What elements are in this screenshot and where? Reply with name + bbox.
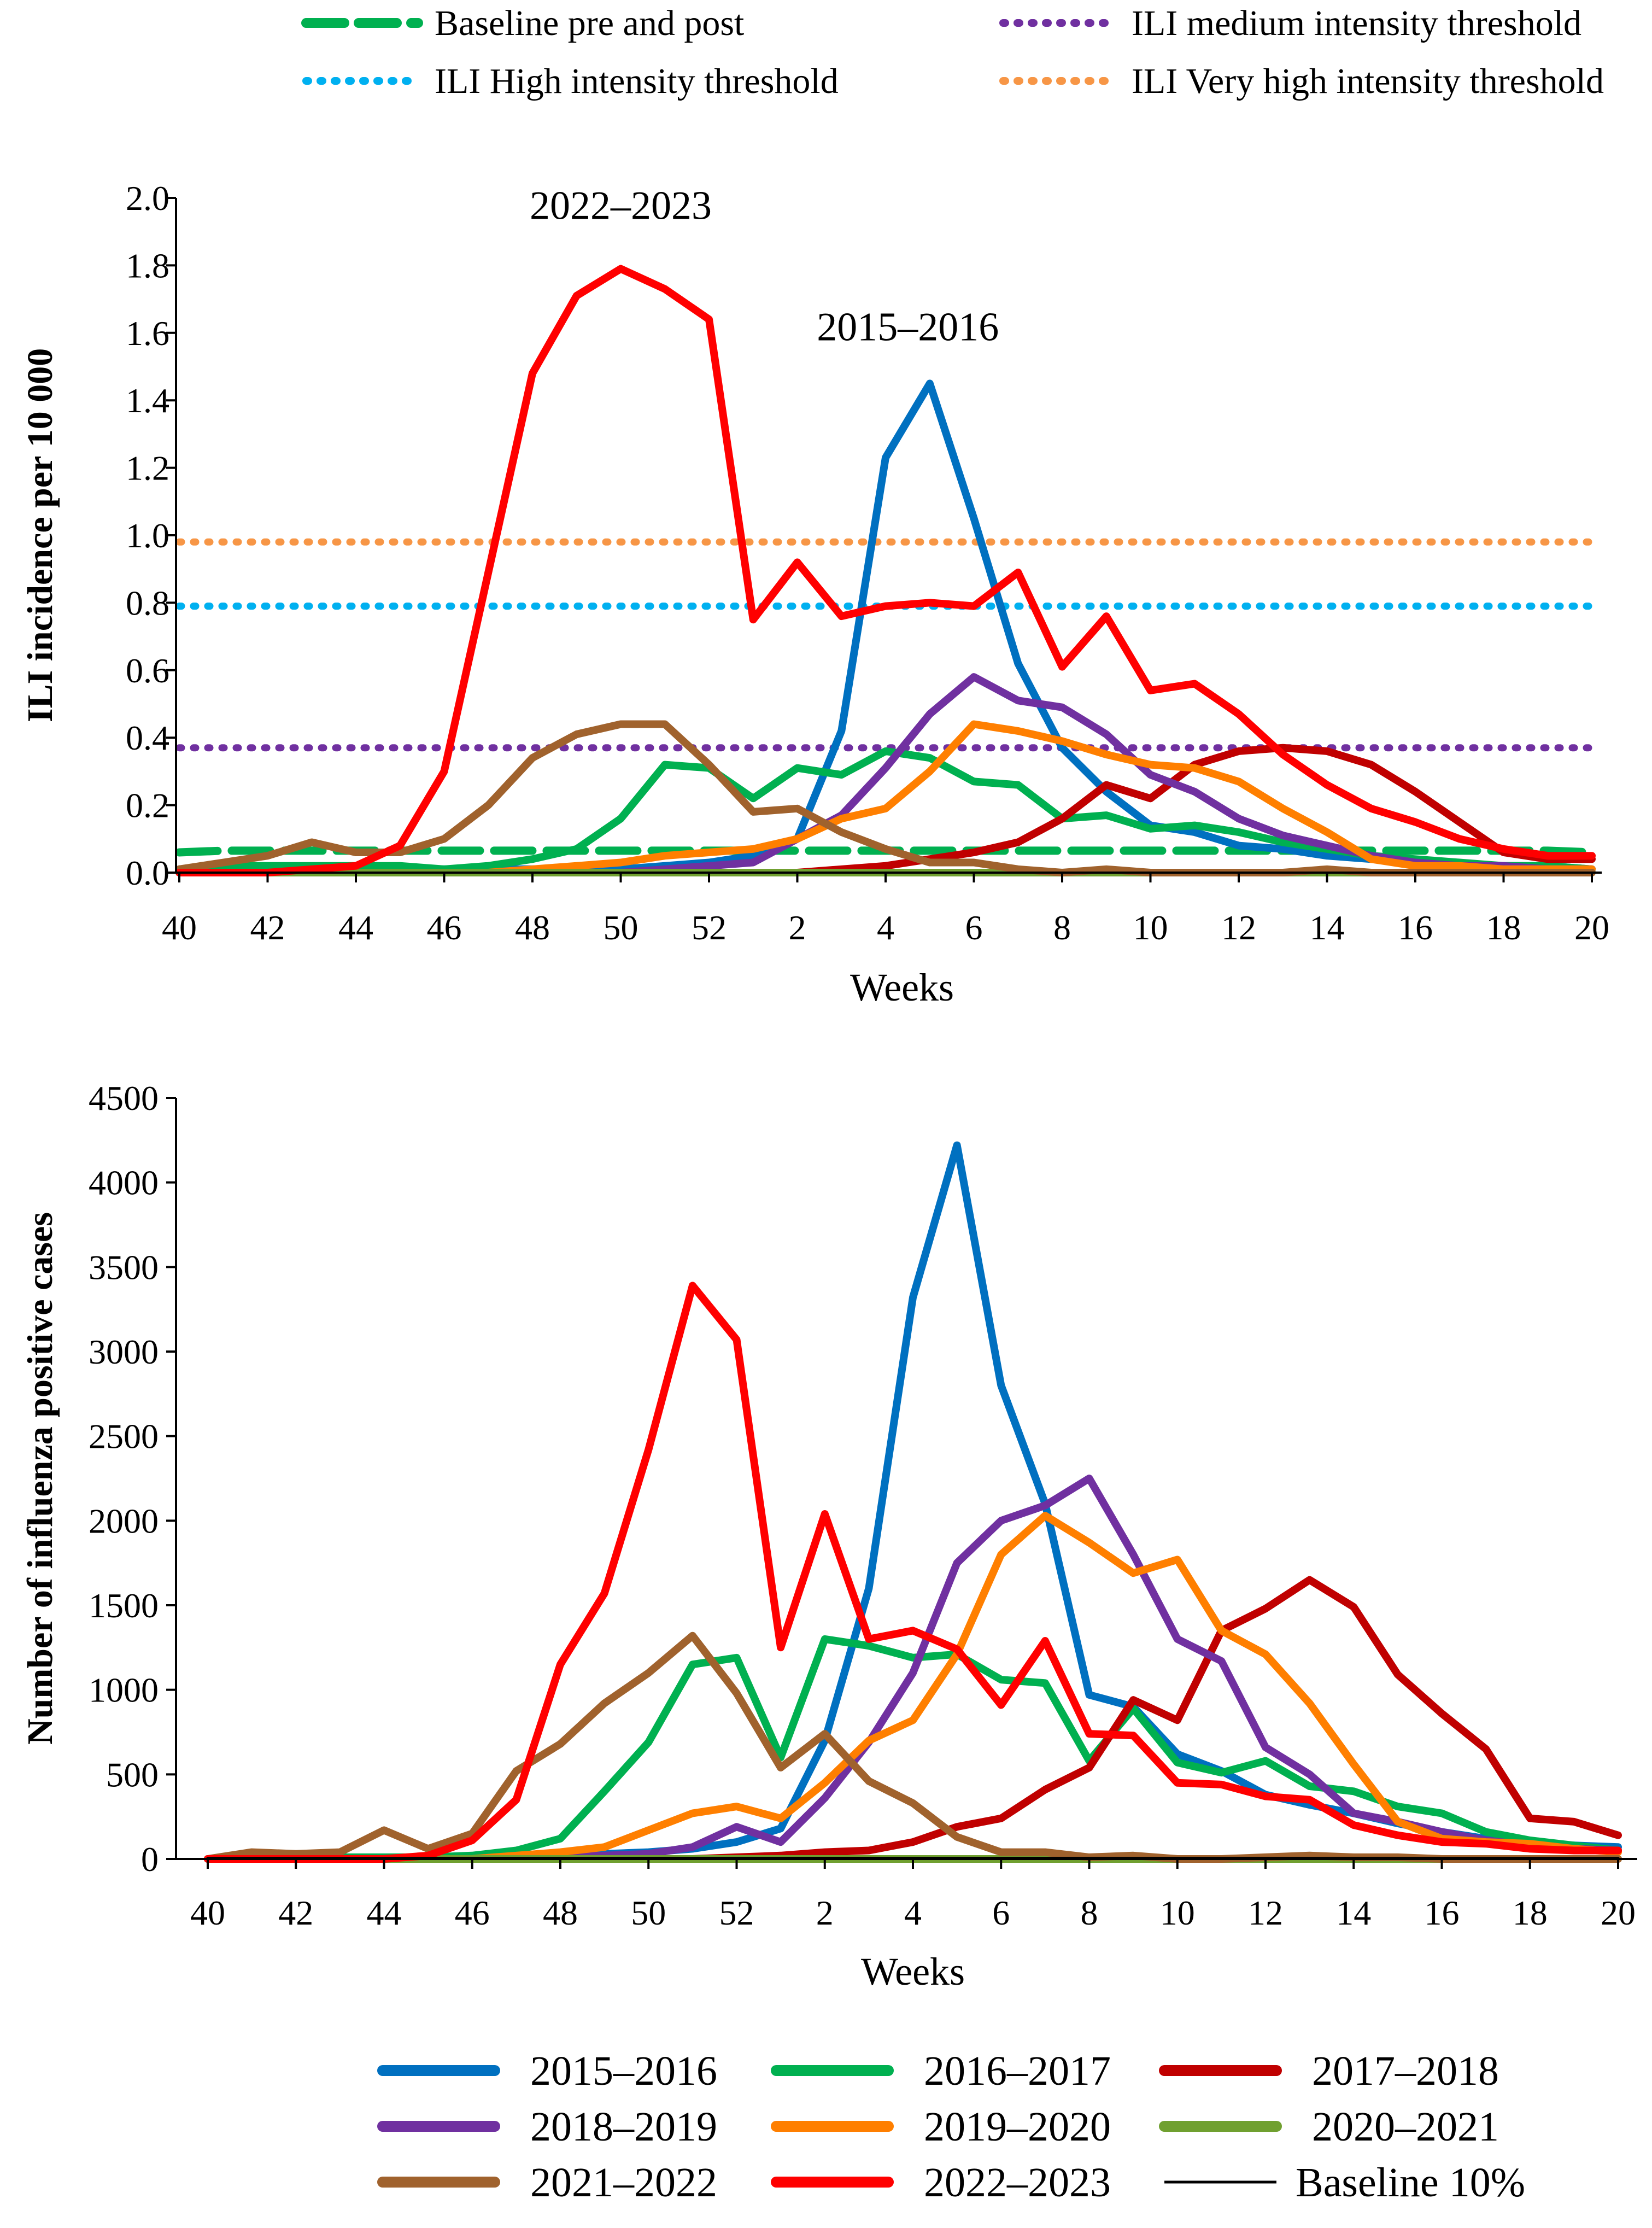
top-legend-label-baseline-pre-and-post: Baseline pre and post [435, 3, 744, 43]
annotation-2022-2023: 2022–2023 [530, 183, 712, 228]
y-tick-label: 2500 [89, 1417, 159, 1456]
x-tick-label: 8 [1081, 1893, 1098, 1932]
series-line-2022-2023 [175, 265, 1596, 876]
bottom-legend-label-2015-2016: 2015–2016 [530, 2048, 717, 2094]
bottom-legend-label-2016-2017: 2016–2017 [924, 2048, 1111, 2094]
series-line-2021-2022 [175, 720, 1596, 876]
bottom-legend-label-2022-2023: 2022–2023 [924, 2160, 1111, 2206]
x-tick-label: 46 [427, 908, 462, 947]
x-tick-label: 14 [1336, 1893, 1371, 1932]
y-tick-label: 0.2 [126, 786, 169, 825]
x-tick-label: 48 [515, 908, 550, 947]
y-tick-label: 4500 [89, 1079, 159, 1118]
bottom-legend: 2015–2016 2016–2017 2017–2018 2018–2019 2019… [377, 2048, 1525, 2206]
x-tick-label: 6 [992, 1893, 1010, 1932]
y-tick-label: 1.2 [126, 449, 169, 488]
bottom-legend-label-baseline-10: Baseline 10% [1296, 2160, 1525, 2206]
series-line-2015-2016 [175, 379, 1596, 873]
x-tick-label: 18 [1513, 1893, 1548, 1932]
ili-incidence-chart: 2022–2023 2015–2016 ILI incidence per 10… [20, 179, 1609, 1009]
y-tick-label: 1.0 [126, 516, 169, 555]
x-tick-label: 16 [1425, 1893, 1460, 1932]
bottom-legend-label-2019-2020: 2019–2020 [924, 2104, 1111, 2150]
annotation-2015-2016: 2015–2016 [817, 305, 999, 349]
y-tick-label: 1.6 [126, 314, 169, 353]
y-tick-label: 3000 [89, 1332, 159, 1371]
y-tick-label: 1000 [89, 1671, 159, 1710]
x-tick-label: 52 [719, 1893, 754, 1932]
x-tick-label: 40 [162, 908, 197, 947]
y-tick-label: 0.4 [126, 718, 169, 757]
x-tick-label: 4 [877, 908, 894, 947]
bottom-legend-label-2017-2018: 2017–2018 [1312, 2048, 1499, 2094]
y-tick-label: 500 [106, 1755, 159, 1794]
x-tick-label: 50 [604, 908, 638, 947]
y-tick-label: 0.6 [126, 651, 169, 690]
x-tick-label: 6 [965, 908, 983, 947]
x-tick-label: 20 [1574, 908, 1609, 947]
x-tick-label: 12 [1221, 908, 1256, 947]
x-tick-label: 42 [278, 1893, 313, 1932]
y-tick-label: 0.8 [126, 583, 169, 622]
x-tick-label: 52 [692, 908, 727, 947]
bottom-legend-label-2021-2022: 2021–2022 [530, 2160, 717, 2206]
x-axis-title: Weeks [861, 1950, 965, 1993]
x-tick-label: 44 [338, 908, 373, 947]
top-legend-label-ili-high-intensity-threshold: ILI High intensity threshold [435, 61, 839, 101]
x-tick-label: 4 [904, 1893, 922, 1932]
y-axis-title: Number of influenza positive cases [20, 1212, 60, 1745]
x-tick-label: 48 [543, 1893, 578, 1932]
series-line-2018-2019 [175, 673, 1596, 876]
x-tick-label: 44 [367, 1893, 402, 1932]
y-tick-label: 4000 [89, 1163, 159, 1202]
x-tick-label: 18 [1486, 908, 1521, 947]
x-tick-label: 10 [1133, 908, 1168, 947]
y-tick-label: 1.8 [126, 246, 169, 285]
x-axis-title: Weeks [850, 966, 954, 1009]
x-tick-label: 20 [1601, 1893, 1636, 1932]
x-tick-label: 42 [250, 908, 285, 947]
bottom-legend-label-2020-2021: 2020–2021 [1312, 2104, 1499, 2150]
series-line-2015-2016 [204, 1141, 1622, 1863]
x-tick-label: 10 [1160, 1893, 1195, 1932]
y-tick-label: 0.0 [126, 853, 169, 892]
positive-cases-chart: Number of influenza positive cases Weeks… [20, 1079, 1637, 1993]
x-tick-label: 40 [190, 1893, 225, 1932]
y-axis-title: ILI incidence per 10 000 [20, 348, 60, 722]
y-tick-label: 2.0 [126, 179, 169, 218]
y-tick-label: 2000 [89, 1501, 159, 1540]
x-tick-label: 8 [1053, 908, 1071, 947]
series-line-2022-2023 [204, 1282, 1622, 1863]
x-tick-label: 2 [789, 908, 806, 947]
y-tick-label: 1500 [89, 1586, 159, 1625]
x-tick-label: 50 [631, 1893, 666, 1932]
x-tick-label: 16 [1398, 908, 1433, 947]
x-tick-label: 2 [816, 1893, 834, 1932]
y-tick-label: 3500 [89, 1248, 159, 1286]
x-tick-label: 46 [455, 1893, 490, 1932]
y-tick-label: 0 [141, 1840, 159, 1879]
x-tick-label: 14 [1310, 908, 1345, 947]
top-legend-label-ili-very-high-intensity-threshold: ILI Very high intensity threshold [1132, 61, 1604, 101]
top-legend-label-ili-medium-intensity-threshold: ILI medium intensity threshold [1132, 3, 1581, 43]
x-tick-label: 12 [1248, 1893, 1283, 1932]
y-tick-label: 1.4 [126, 381, 169, 420]
bottom-legend-label-2018-2019: 2018–2019 [530, 2104, 717, 2150]
top-legend: Baseline pre and post ILI medium intensit… [301, 3, 1604, 101]
